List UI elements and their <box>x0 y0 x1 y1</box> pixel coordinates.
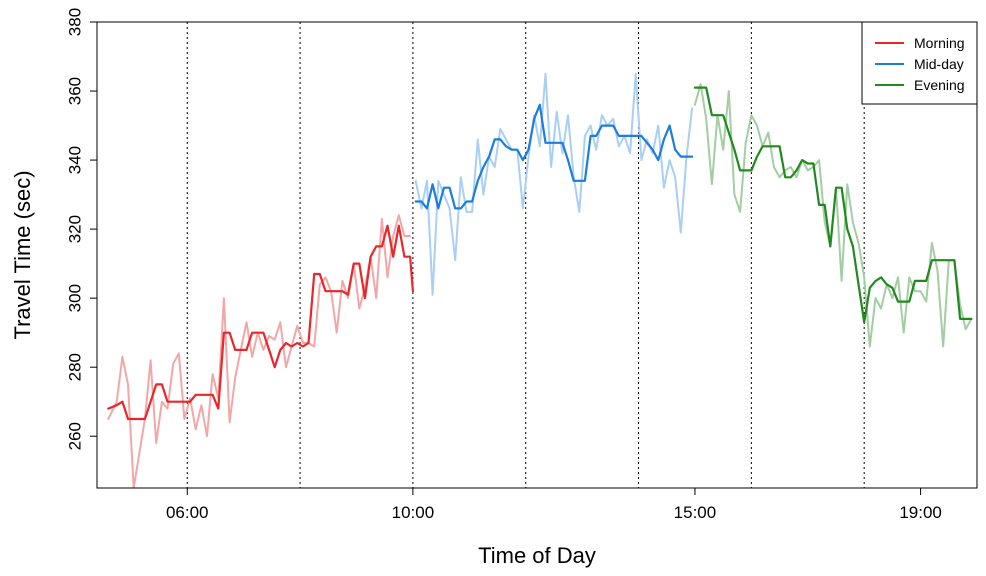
vertical-dotted-lines <box>186 22 978 488</box>
mid-day-observed-line <box>414 72 694 296</box>
y-axis: 260 280 300 320 340 360 380 <box>66 8 98 450</box>
y-tick-label: 360 <box>66 77 85 105</box>
x-tick-label: 10:00 <box>392 503 435 522</box>
evening-fitted-line <box>693 86 973 324</box>
mid-day-fitted-line <box>414 103 694 210</box>
legend-label: Evening <box>914 77 965 93</box>
y-tick-label: 280 <box>66 353 85 381</box>
y-tick-label: 340 <box>66 146 85 174</box>
x-tick-label: 15:00 <box>674 503 717 522</box>
x-tick-label: 19:00 <box>899 503 942 522</box>
morning-fitted-line <box>107 224 414 421</box>
y-tick-label: 380 <box>66 8 85 36</box>
legend-label: Morning <box>914 35 965 51</box>
series-layer <box>107 72 973 488</box>
y-tick-label: 320 <box>66 215 85 243</box>
y-axis-title: Travel Time (sec) <box>10 170 35 339</box>
y-tick-label: 260 <box>66 422 85 450</box>
legend-label: Mid-day <box>914 56 964 72</box>
plot-area <box>107 72 973 488</box>
x-tick-label: 06:00 <box>166 503 209 522</box>
y-tick-label: 300 <box>66 284 85 312</box>
legend: Morning Mid-day Evening <box>861 21 978 105</box>
x-axis: 06:00 10:00 15:00 19:00 <box>166 487 942 522</box>
morning-observed-line <box>107 214 412 488</box>
x-axis-title: Time of Day <box>478 543 596 568</box>
